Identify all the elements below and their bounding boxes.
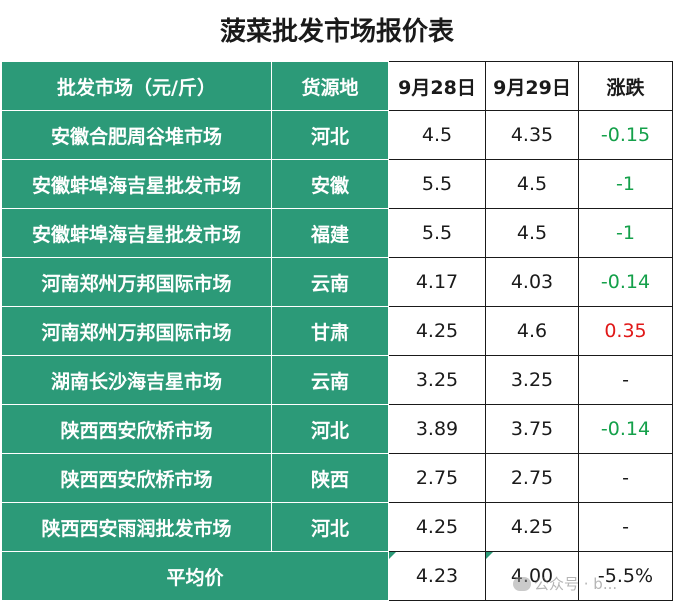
market-cell: 陕西西安雨润批发市场: [1, 502, 272, 552]
table-title: 菠菜批发市场报价表: [219, 17, 454, 47]
change-cell: -0.14: [578, 404, 673, 454]
price-sep28-cell: 2.75: [388, 453, 486, 503]
market-cell: 安徽合肥周谷堆市场: [1, 110, 272, 160]
market-cell: 安徽蚌埠海吉星批发市场: [1, 159, 272, 209]
change-cell: -: [578, 453, 673, 503]
price-sep29-cell: 4.25: [485, 502, 579, 552]
market-cell: 安徽蚌埠海吉星批发市场: [1, 208, 272, 258]
price-sep29-cell: 3.75: [485, 404, 579, 454]
error-marker-icon: [486, 552, 493, 559]
table-row: 安徽蚌埠海吉星批发市场 福建 5.5 4.5 -1: [1, 208, 673, 258]
origin-cell: 云南: [271, 257, 389, 307]
origin-cell: 云南: [271, 355, 389, 405]
header-market: 批发市场（元/斤）: [1, 61, 272, 111]
average-sep28-cell: 4.23: [388, 551, 486, 601]
error-marker-icon: [389, 552, 396, 559]
wechat-icon: [513, 577, 531, 591]
table-row: 陕西西安雨润批发市场 河北 4.25 4.25 -: [1, 502, 673, 552]
table-row: 安徽蚌埠海吉星批发市场 安徽 5.5 4.5 -1: [1, 159, 673, 209]
price-sep29-cell: 4.5: [485, 159, 579, 209]
header-change: 涨跌: [578, 61, 673, 111]
price-sep28-cell: 4.25: [388, 502, 486, 552]
average-sep29-cell: 4.00: [485, 551, 579, 601]
average-row: 平均价 4.23 4.00 -5.5%: [1, 551, 673, 601]
price-sep29-cell: 4.35: [485, 110, 579, 160]
header-row: 批发市场（元/斤） 货源地 9月28日 9月29日 涨跌: [1, 61, 673, 111]
market-cell: 陕西西安欣桥市场: [1, 404, 272, 454]
origin-cell: 福建: [271, 208, 389, 258]
price-sep28-cell: 3.25: [388, 355, 486, 405]
price-sep28-cell: 5.5: [388, 208, 486, 258]
price-sep29-cell: 2.75: [485, 453, 579, 503]
change-cell: -1: [578, 159, 673, 209]
table-row: 陕西西安欣桥市场 陕西 2.75 2.75 -: [1, 453, 673, 503]
average-sep28-value: 4.23: [415, 565, 459, 587]
average-change-cell: -5.5%: [578, 551, 673, 601]
price-sep29-cell: 4.03: [485, 257, 579, 307]
origin-cell: 河北: [271, 110, 389, 160]
price-sep28-cell: 3.89: [388, 404, 486, 454]
change-cell: 0.35: [578, 306, 673, 356]
change-cell: -1: [578, 208, 673, 258]
change-cell: -0.14: [578, 257, 673, 307]
market-cell: 河南郑州万邦国际市场: [1, 306, 272, 356]
header-sep28: 9月28日: [388, 61, 486, 111]
table-row: 河南郑州万邦国际市场 云南 4.17 4.03 -0.14: [1, 257, 673, 307]
change-cell: -0.15: [578, 110, 673, 160]
market-cell: 陕西西安欣桥市场: [1, 453, 272, 503]
watermark: 公众号 · b...: [513, 573, 617, 594]
origin-cell: 陕西: [271, 453, 389, 503]
price-sep29-cell: 4.6: [485, 306, 579, 356]
price-sep29-cell: 4.5: [485, 208, 579, 258]
average-label: 平均价: [1, 551, 389, 601]
change-cell: -: [578, 502, 673, 552]
origin-cell: 河北: [271, 502, 389, 552]
market-cell: 湖南长沙海吉星市场: [1, 355, 272, 405]
table-row: 河南郑州万邦国际市场 甘肃 4.25 4.6 0.35: [1, 306, 673, 356]
change-cell: -: [578, 355, 673, 405]
price-sep28-cell: 4.17: [388, 257, 486, 307]
price-sep28-cell: 4.25: [388, 306, 486, 356]
market-cell: 河南郑州万邦国际市场: [1, 257, 272, 307]
header-origin: 货源地: [271, 61, 389, 111]
watermark-text: 公众号 · b...: [534, 575, 618, 593]
price-sep28-cell: 5.5: [388, 159, 486, 209]
price-sep28-cell: 4.5: [388, 110, 486, 160]
origin-cell: 河北: [271, 404, 389, 454]
header-sep29: 9月29日: [485, 61, 579, 111]
table-row: 湖南长沙海吉星市场 云南 3.25 3.25 -: [1, 355, 673, 405]
price-table: 批发市场（元/斤） 货源地 9月28日 9月29日 涨跌 安徽合肥周谷堆市场 河…: [1, 61, 673, 601]
table-row: 陕西西安欣桥市场 河北 3.89 3.75 -0.14: [1, 404, 673, 454]
table-row: 安徽合肥周谷堆市场 河北 4.5 4.35 -0.15: [1, 110, 673, 160]
price-sep29-cell: 3.25: [485, 355, 579, 405]
origin-cell: 安徽: [271, 159, 389, 209]
origin-cell: 甘肃: [271, 306, 389, 356]
